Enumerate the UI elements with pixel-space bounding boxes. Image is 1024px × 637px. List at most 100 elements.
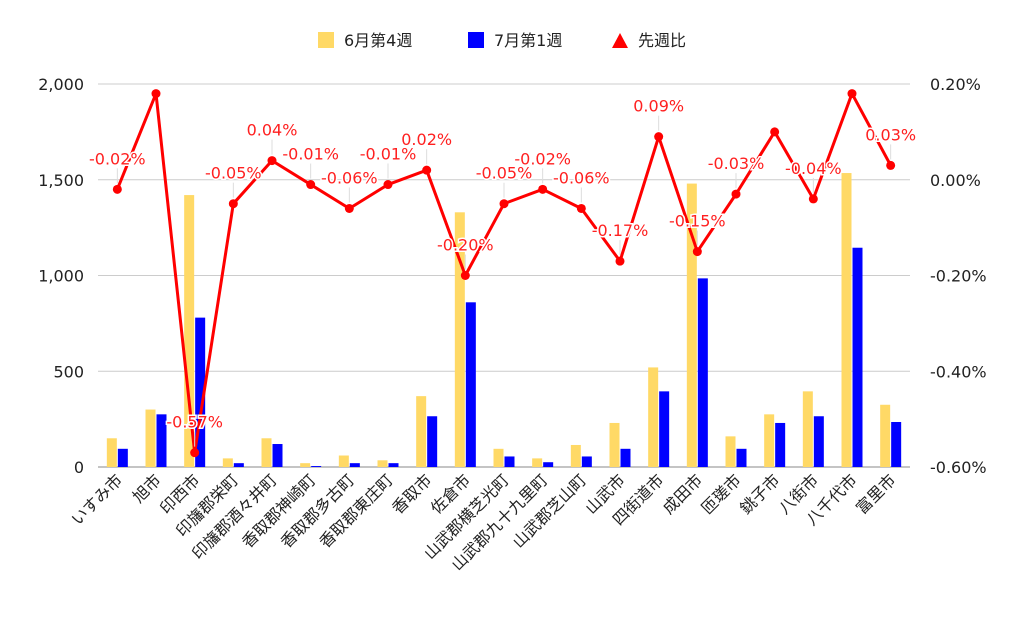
bar-7w1 bbox=[775, 422, 786, 467]
x-tick-label: 銚子市 bbox=[736, 470, 783, 517]
bar-7w1 bbox=[388, 463, 399, 467]
data-label: -0.02% bbox=[514, 149, 571, 168]
bar-6w4 bbox=[648, 367, 659, 467]
line-point bbox=[112, 184, 122, 194]
grid bbox=[98, 83, 910, 468]
data-label: 0.09% bbox=[633, 97, 684, 116]
line-point bbox=[692, 247, 702, 257]
y-right-tick-label: 0.00% bbox=[930, 171, 981, 190]
bar-6w4 bbox=[880, 404, 891, 467]
bar-6w4 bbox=[300, 463, 311, 467]
line-point bbox=[770, 127, 780, 137]
data-label: -0.20% bbox=[437, 236, 494, 255]
bar-7w1 bbox=[349, 463, 360, 467]
bar-7w1 bbox=[427, 416, 438, 467]
legend: 6月第4週 7月第1週 先週比 bbox=[318, 31, 686, 50]
data-label: 0.04% bbox=[247, 121, 298, 140]
bar-6w4 bbox=[145, 409, 156, 467]
legend-label: 7月第1週 bbox=[494, 31, 562, 50]
y-left-tick-label: 2,000 bbox=[38, 75, 84, 94]
bar-7w1 bbox=[117, 448, 128, 467]
bar-6w4 bbox=[686, 183, 697, 467]
y-axis-right: -0.60% -0.40% -0.20% 0.00% 0.20% bbox=[930, 75, 987, 477]
y-right-tick-label: -0.60% bbox=[930, 458, 987, 477]
line-point bbox=[344, 203, 354, 213]
line-point bbox=[422, 165, 432, 175]
bar-6w4 bbox=[802, 391, 813, 467]
data-label: -0.15% bbox=[669, 212, 726, 231]
data-label: -0.06% bbox=[321, 168, 378, 187]
bar-6w4 bbox=[609, 422, 620, 467]
bar-7w1 bbox=[697, 278, 708, 467]
line-point bbox=[847, 89, 857, 99]
legend-swatch bbox=[612, 33, 628, 48]
line-point bbox=[151, 89, 161, 99]
bar-7w1 bbox=[813, 416, 824, 467]
line-point bbox=[306, 180, 316, 190]
bar-7w1 bbox=[620, 448, 631, 467]
bar-6w4 bbox=[184, 195, 195, 467]
bar-6w4 bbox=[106, 438, 117, 467]
y-left-tick-label: 0 bbox=[74, 458, 84, 477]
line-point bbox=[499, 199, 509, 209]
x-tick-label: 匝瑳市 bbox=[697, 470, 744, 517]
x-tick-label: いすみ市 bbox=[67, 470, 126, 529]
bar-7w1 bbox=[736, 448, 747, 467]
bar-7w1 bbox=[852, 247, 863, 467]
bar-7w1 bbox=[581, 456, 592, 467]
bar-6w4 bbox=[493, 448, 504, 467]
y-left-tick-label: 500 bbox=[53, 362, 84, 381]
x-tick-label: 成田市 bbox=[659, 470, 706, 517]
bar-7w1 bbox=[891, 421, 902, 467]
bar-6w4 bbox=[725, 436, 736, 467]
bar-6w4 bbox=[222, 458, 233, 467]
bar-6w4 bbox=[377, 460, 388, 467]
bar-6w4 bbox=[338, 455, 349, 467]
bar-7w1 bbox=[504, 456, 515, 467]
bar-7w1 bbox=[659, 391, 670, 467]
x-axis-labels: いすみ市 旭市印西市印旛郡栄町印旛郡酒々井町香取郡神崎町香取郡多古町香取郡東庄町香… bbox=[67, 470, 899, 574]
x-tick-label: 富里市 bbox=[852, 470, 899, 517]
legend-label: 先週比 bbox=[638, 31, 686, 50]
line-point bbox=[731, 189, 741, 199]
y-right-tick-label: -0.20% bbox=[930, 267, 987, 286]
line-path bbox=[115, 92, 892, 455]
bar-6w4 bbox=[416, 396, 427, 467]
line-point bbox=[538, 184, 548, 194]
data-label: -0.04% bbox=[785, 159, 842, 178]
data-label: 0.03% bbox=[865, 125, 916, 144]
data-label: -0.57% bbox=[166, 413, 223, 432]
data-label: -0.05% bbox=[476, 164, 533, 183]
bar-7w1 bbox=[543, 462, 554, 467]
bar-7w1 bbox=[272, 444, 283, 467]
line-point bbox=[460, 271, 470, 280]
bar-7w1 bbox=[156, 414, 167, 467]
data-label: -0.05% bbox=[205, 164, 262, 183]
bar-6w4 bbox=[532, 458, 543, 467]
bar-6w4 bbox=[261, 438, 272, 467]
x-tick-label: 香取市 bbox=[388, 470, 435, 517]
bar-7w1 bbox=[233, 463, 244, 467]
y-right-tick-label: 0.20% bbox=[930, 75, 981, 94]
line-series: -0.02% -0.57% -0.05% 0.04% -0.01% -0.06% -0.01… bbox=[88, 89, 918, 458]
line-point bbox=[615, 256, 625, 266]
bar-6w4 bbox=[454, 212, 465, 467]
line-point bbox=[808, 194, 818, 204]
legend-label: 6月第4週 bbox=[344, 31, 412, 50]
data-label: -0.06% bbox=[553, 168, 610, 187]
y-left-tick-label: 1,000 bbox=[38, 267, 84, 286]
data-label: -0.01% bbox=[282, 145, 339, 164]
line-point bbox=[654, 132, 664, 142]
line-point bbox=[267, 156, 277, 166]
y-axis-left: 0 500 1,000 1,500 2,000 bbox=[38, 75, 84, 477]
bar-6w4 bbox=[570, 444, 581, 467]
y-right-tick-label: -0.40% bbox=[930, 362, 987, 381]
line-point bbox=[190, 448, 200, 458]
line-point bbox=[228, 199, 238, 209]
line-point bbox=[886, 160, 896, 170]
data-label: -0.17% bbox=[592, 221, 649, 240]
bar-7w1 bbox=[465, 302, 476, 467]
bar-6w4 bbox=[841, 173, 852, 468]
